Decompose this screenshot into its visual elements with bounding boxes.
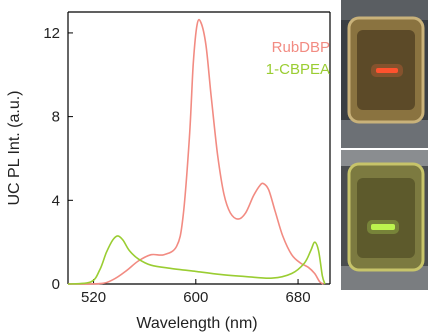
legend-label-1-cbpea: 1-CBPEA — [266, 61, 330, 78]
red-emission-spot — [376, 68, 398, 73]
y-tick-label: 4 — [52, 192, 60, 209]
green-emission-spot — [371, 224, 395, 230]
x-axis-label: Wavelength (nm) — [136, 315, 257, 332]
series-layer — [67, 18, 326, 285]
series-line-1-cbpea — [67, 235, 326, 285]
y-axis-label: UC PL Int. (a.u.) — [6, 91, 23, 206]
legend: RubDBP 1-CBPEA — [266, 39, 330, 78]
y-tick-label: 0 — [52, 276, 60, 293]
y-tick-label: 8 — [52, 109, 60, 126]
device-photo-bottom — [341, 150, 428, 290]
axes — [67, 11, 331, 285]
legend-label-rubdbp: RubDBP — [272, 39, 330, 56]
x-tick-label: 680 — [286, 289, 311, 306]
line-chart: 520 600 680 0 4 8 12 RubDBP 1-CBPEA Wavelength… — [6, 11, 331, 332]
x-tick-label: 520 — [81, 289, 106, 306]
device-photo-top — [341, 0, 428, 148]
y-tick-label: 12 — [43, 25, 60, 42]
x-tick-label: 600 — [183, 289, 208, 306]
series-line-rubdbp — [67, 18, 324, 285]
